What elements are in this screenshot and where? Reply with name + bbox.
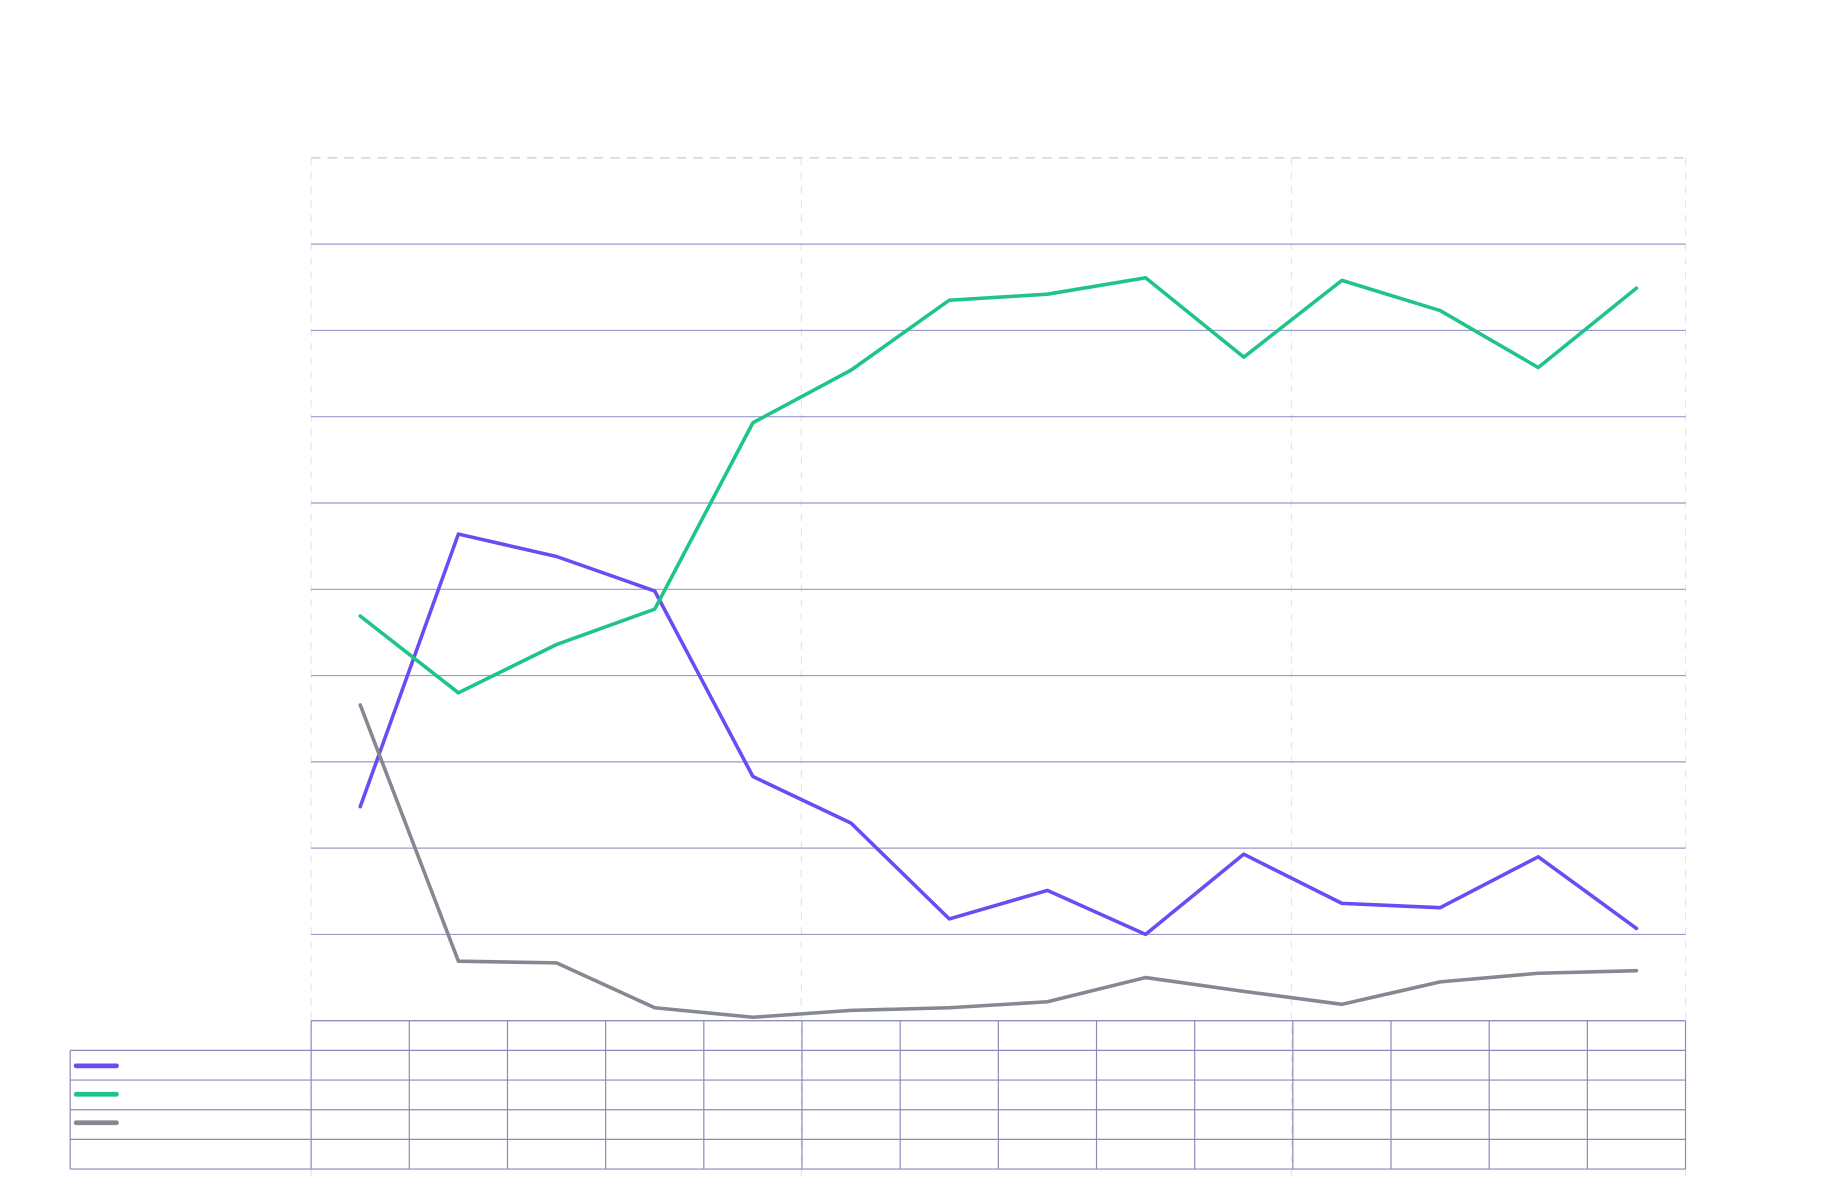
series-line <box>358 703 1639 1020</box>
series-line <box>358 532 1639 937</box>
series-line <box>358 276 1639 695</box>
